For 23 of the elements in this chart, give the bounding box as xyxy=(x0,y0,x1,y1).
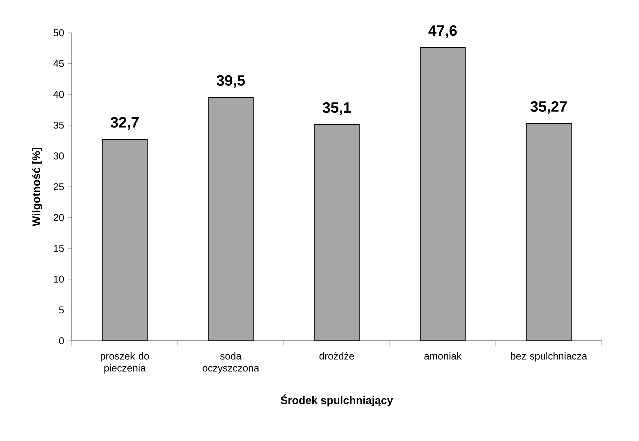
x-tick-label: proszek do pieczenia xyxy=(101,352,150,374)
x-tick-label: amoniak xyxy=(424,352,462,360)
y-tick-label: 30 xyxy=(54,152,64,160)
x-tick-label: drożdże xyxy=(320,352,354,360)
x-tick-label: soda oczyszczona xyxy=(202,352,260,374)
y-tick-label: 25 xyxy=(54,183,64,191)
data-label: 32,7 xyxy=(110,117,139,130)
data-label: 39,5 xyxy=(216,75,246,88)
data-label: 35,27 xyxy=(530,101,568,114)
y-tick-label: 50 xyxy=(54,29,64,37)
y-tick-label: 45 xyxy=(54,60,64,68)
y-tick-label: 0 xyxy=(59,337,64,345)
y-tick-label: 10 xyxy=(54,276,64,283)
y-tick-label: 40 xyxy=(54,91,64,98)
y-tick-label: 15 xyxy=(54,245,64,252)
y-tick-label: 35 xyxy=(54,122,64,129)
x-tick-label: bez spulchniacza xyxy=(511,352,588,362)
data-label: 35,1 xyxy=(322,102,352,116)
data-label: 47,6 xyxy=(428,26,457,38)
y-tick-label: 5 xyxy=(59,306,64,314)
y-tick-label: 20 xyxy=(54,214,64,222)
x-axis-title: Środek spulchniający xyxy=(280,394,394,407)
y-axis-title: Wilgotność [%] xyxy=(32,148,43,227)
